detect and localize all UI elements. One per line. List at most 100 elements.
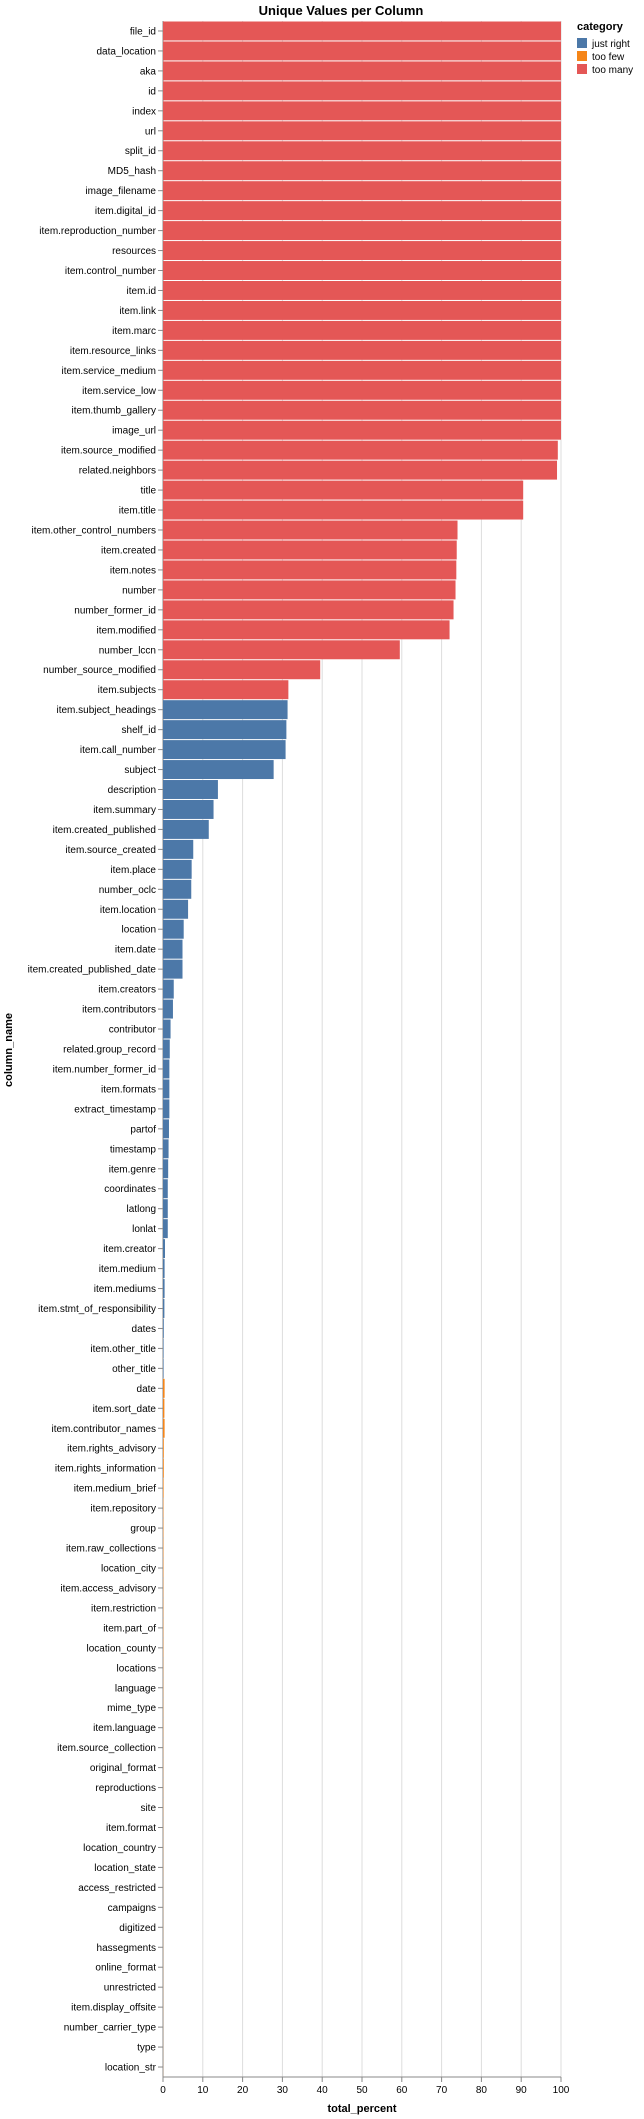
- x-tick-label: 90: [516, 2085, 528, 2096]
- y-tick-label-item-reproduction-number: item.reproduction_number: [39, 226, 156, 237]
- bar-item-summary: [163, 799, 214, 819]
- y-tick-label-latlong: latlong: [127, 1204, 156, 1215]
- bar-data-location: [163, 41, 561, 61]
- bar-item-service-low: [163, 380, 561, 400]
- bar-split-id: [163, 141, 561, 161]
- y-tick-label-subject: subject: [124, 765, 156, 776]
- bar-item-reproduction-number: [163, 221, 561, 241]
- bar-related-neighbors: [163, 460, 558, 480]
- bar-item-genre: [163, 1159, 169, 1179]
- y-tick-label-item-access-advisory: item.access_advisory: [60, 1583, 156, 1594]
- x-tick-label: 60: [396, 2085, 408, 2096]
- y-tick-label-title: title: [140, 486, 156, 497]
- y-tick-label-item-restriction: item.restriction: [91, 1603, 156, 1614]
- x-tick-label: 0: [160, 2085, 166, 2096]
- y-tick-label-item-creators: item.creators: [98, 985, 156, 996]
- bar-image-url: [163, 420, 561, 440]
- bar-item-service-medium: [163, 360, 561, 380]
- bar-extract-timestamp: [163, 1099, 170, 1119]
- y-tick-label-image-filename: image_filename: [85, 186, 156, 197]
- legend-swatch-too-many: [577, 64, 587, 74]
- bar-item-link: [163, 300, 561, 320]
- bar-item-call-number: [163, 740, 286, 760]
- y-tick-label-type: type: [137, 2043, 156, 2054]
- bar-item-created-published-date: [163, 959, 183, 979]
- bar-url: [163, 121, 561, 141]
- chart-title: Unique Values per Column: [259, 3, 424, 18]
- y-tick-label-item-source-modified: item.source_modified: [61, 446, 156, 457]
- y-tick-label-id: id: [148, 86, 156, 97]
- y-tick-label-item-control-number: item.control_number: [65, 266, 157, 277]
- legend-title: category: [577, 21, 624, 33]
- y-tick-label-locations: locations: [117, 1663, 156, 1674]
- x-tick-label: 100: [553, 2085, 570, 2096]
- y-tick-label-location: location: [122, 925, 156, 936]
- y-tick-label-number-lccn: number_lccn: [99, 645, 156, 656]
- x-axis: 0 10 20 30 40 50 60 70 80 90 100: [160, 2076, 570, 2096]
- y-tick-label-item-format: item.format: [106, 1823, 156, 1834]
- y-tick-label-item-source-collection: item.source_collection: [57, 1743, 156, 1754]
- y-tick-label-extract-timestamp: extract_timestamp: [74, 1104, 156, 1115]
- x-tick-label: 40: [317, 2085, 329, 2096]
- y-axis-title: column_name: [3, 1013, 15, 1087]
- bar-item-sort-date: [163, 1398, 165, 1418]
- y-tick-label-item-formats: item.formats: [101, 1084, 156, 1095]
- bar-resources: [163, 241, 561, 261]
- x-tick-label: 20: [237, 2085, 249, 2096]
- y-tick-label-aka: aka: [140, 66, 157, 77]
- y-tick-label-item-contributors: item.contributors: [82, 1005, 156, 1016]
- bar-item-creator: [163, 1239, 165, 1259]
- bar-item-source-modified: [163, 440, 558, 460]
- y-tick-label-item-medium: item.medium: [99, 1264, 156, 1275]
- bar-shelf-id: [163, 720, 287, 740]
- y-tick-label-mime-type: mime_type: [107, 1703, 156, 1714]
- y-tick-label-item-summary: item.summary: [93, 805, 156, 816]
- legend-label-too-many: too many: [592, 65, 633, 76]
- y-tick-label-item-contributor-names: item.contributor_names: [52, 1424, 157, 1435]
- bar-latlong: [163, 1199, 168, 1219]
- y-tick-label-timestamp: timestamp: [110, 1144, 157, 1155]
- y-tick-label-item-place: item.place: [110, 865, 156, 876]
- y-tick-label-number-former-id: number_former_id: [74, 605, 156, 616]
- y-tick-label-number-oclc: number_oclc: [99, 885, 156, 896]
- y-tick-label-location-country: location_country: [83, 1843, 156, 1854]
- bar-item-subjects: [163, 680, 289, 700]
- y-tick-label-item-title: item.title: [119, 506, 157, 517]
- bar-item-resource-links: [163, 340, 561, 360]
- bar-title: [163, 480, 524, 500]
- y-tick-label-location-county: location_county: [87, 1643, 157, 1654]
- y-tick-label-item-subjects: item.subjects: [98, 685, 156, 696]
- bar-contributor: [163, 1019, 171, 1039]
- y-tick-label-item-creator: item.creator: [103, 1244, 156, 1255]
- bar-image-filename: [163, 181, 561, 201]
- bar-number-former-id: [163, 600, 454, 620]
- y-tick-label-item-marc: item.marc: [112, 326, 156, 337]
- bar-aka: [163, 61, 561, 81]
- bar-item-other-title: [163, 1338, 164, 1358]
- y-tick-label-split-id: split_id: [125, 146, 156, 157]
- bar-item-location: [163, 899, 189, 919]
- bar-timestamp: [163, 1139, 169, 1159]
- y-tick-label-item-created: item.created: [101, 545, 156, 556]
- y-tick-label-item-call-number: item.call_number: [80, 745, 157, 756]
- bar-item-modified: [163, 620, 450, 640]
- y-tick-label-item-medium-brief: item.medium_brief: [74, 1484, 156, 1495]
- y-tick-label-group: group: [130, 1524, 156, 1535]
- bar-item-creators: [163, 979, 174, 999]
- y-tick-label-item-thumb-gallery: item.thumb_gallery: [72, 406, 156, 417]
- bar-item-rights-advisory: [163, 1438, 164, 1458]
- x-tick-label: 80: [476, 2085, 488, 2096]
- y-tick-label-item-location: item.location: [100, 905, 156, 916]
- y-tick-label-item-part-of: item.part_of: [103, 1623, 156, 1634]
- y-tick-label-partof: partof: [130, 1124, 156, 1135]
- bar-number: [163, 580, 456, 600]
- y-tick-label-coordinates: coordinates: [104, 1184, 156, 1195]
- bar-item-notes: [163, 560, 457, 580]
- y-tick-label-number-source-modified: number_source_modified: [43, 665, 156, 676]
- bar-subject: [163, 760, 274, 780]
- bar-item-rights-information: [163, 1458, 164, 1478]
- y-tick-label-campaigns: campaigns: [108, 1903, 156, 1914]
- y-tick-label-digitized: digitized: [119, 1923, 156, 1934]
- y-tick-label-number: number: [122, 585, 157, 596]
